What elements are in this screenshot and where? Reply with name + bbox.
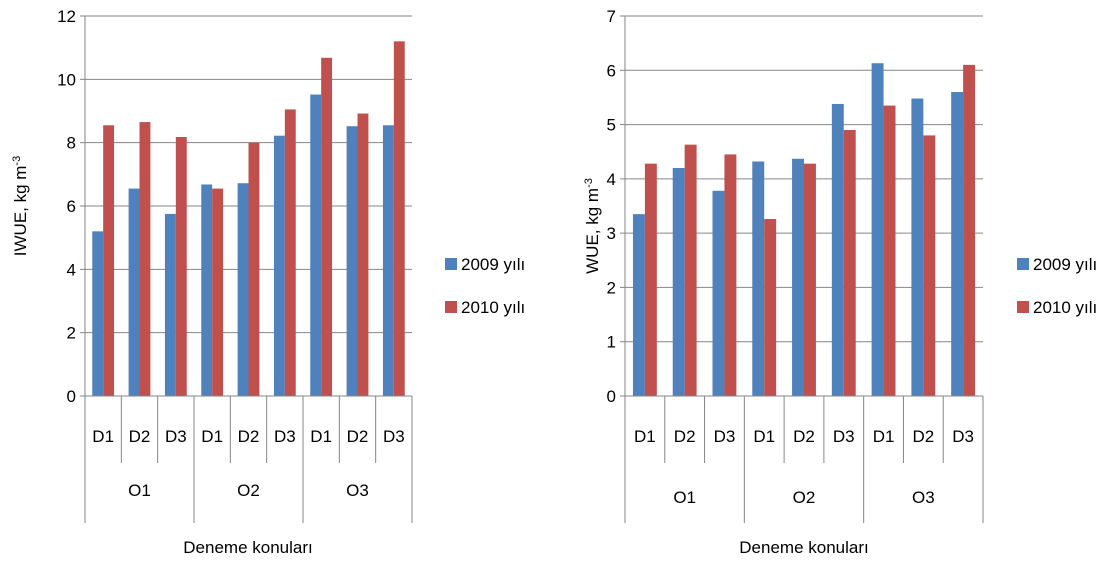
y-tick-label: 0 [67,387,76,406]
x-group-label: O3 [912,488,935,507]
bar-2010 [764,219,777,396]
bar-2010 [644,163,657,396]
bar-2010 [248,142,260,396]
bar-2010 [212,188,224,396]
bar-2009 [92,231,104,396]
bar-2009 [632,214,645,396]
bar-2009 [273,135,285,396]
legend-label: 2009 yılı [1033,255,1097,274]
bar-2010 [103,125,115,396]
bar-2009 [346,126,358,396]
y-tick-label: 4 [607,170,616,189]
bar-2009 [792,158,804,396]
bar-2009 [871,63,884,396]
x-category-label: D2 [912,427,934,446]
x-category-label: D1 [753,427,775,446]
y-tick-label: 7 [607,7,616,26]
y-tick-label: 2 [607,278,616,297]
chart-1: 0 2 4 6 8 10 12 D1 D2 D3 D1 D2 D3 D1 D2 D3 O1 O2 O3 Deneme … [11,7,525,557]
bar-2009 [911,98,924,396]
bar-2010 [883,105,896,397]
x-axis-title: Deneme konuları [739,538,868,557]
y-tick-label: 6 [67,197,76,216]
x-group-label: O1 [128,481,151,500]
bar-2010 [843,130,856,396]
x-axis-title: Deneme konuları [183,538,312,557]
bar-2010 [724,154,737,396]
y-tick-label: 2 [67,324,76,343]
x-category-label: D1 [201,427,223,446]
bar-2009 [201,184,213,396]
x-category-label: D2 [347,427,369,446]
y-tick-label: 3 [607,224,616,243]
bar-2009 [310,94,322,397]
x-category-label: D1 [92,427,114,446]
x-group-label: O1 [673,488,696,507]
bar-2010 [321,57,333,397]
x-category-label: D3 [714,427,736,446]
y-tick-label: 1 [607,333,616,352]
y-tick-label: 4 [67,260,76,279]
x-category-label: D3 [952,427,974,446]
y-tick-label: 12 [57,7,76,26]
x-group-label: O2 [237,481,260,500]
y-tick-label: 6 [607,61,616,80]
x-category-label: D2 [238,427,260,446]
x-group-label: O2 [793,488,816,507]
x-category-label: D2 [129,427,151,446]
x-category-label: D3 [165,427,187,446]
x-category-label: D3 [383,427,405,446]
legend-swatch [445,258,457,270]
legend-label: 2010 yılı [1033,298,1097,317]
bar-2010 [804,163,816,396]
bar-2009 [831,103,844,396]
legend-swatch [445,301,457,313]
bar-2010 [357,113,369,397]
bar-2009 [672,168,685,396]
x-category-label: D1 [634,427,656,446]
bar-2010 [393,41,405,396]
x-category-label: D1 [310,427,332,446]
x-category-label: D2 [674,427,696,446]
bar-2010 [139,122,151,396]
bar-2010 [175,136,187,396]
bar-2010 [684,144,697,396]
y-axis-title: WUE, kg m-3 [583,178,602,274]
x-category-label: D2 [793,427,815,446]
bar-2009 [382,125,394,396]
legend-swatch [1017,258,1029,270]
legend-label: 2009 yılı [461,255,525,274]
bar-2009 [752,161,765,396]
x-category-label: D3 [274,427,296,446]
bar-2010 [963,64,976,396]
bar-2009 [712,190,725,396]
bar-2009 [164,213,176,396]
bar-2009 [237,183,249,396]
y-tick-label: 8 [67,134,76,153]
y-axis-title: IWUE, kg m-3 [11,156,30,256]
x-group-label: O3 [346,481,369,500]
legend-swatch [1017,301,1029,313]
y-tick-label: 0 [607,387,616,406]
bar-2010 [923,135,936,396]
legend-label: 2010 yılı [461,298,525,317]
x-category-label: D3 [833,427,855,446]
x-category-label: D1 [873,427,895,446]
chart-2: 0 1 2 3 4 5 6 7 D1 D2 D3 D1 D2 D3 D1 D2 D3 O1 O2 O3 Deneme k… [583,7,1097,557]
bar-2010 [284,109,296,397]
bar-2009 [128,188,140,396]
bar-2009 [951,92,964,396]
y-tick-label: 5 [607,116,616,135]
y-tick-label: 10 [57,70,76,89]
